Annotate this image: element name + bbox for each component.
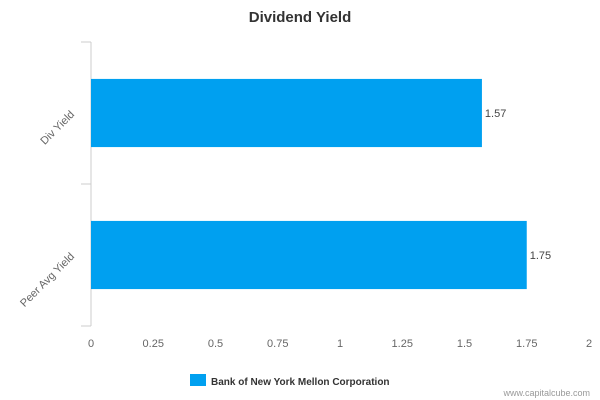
x-tick-label: 1.5 — [457, 338, 472, 350]
legend-swatch — [190, 374, 206, 386]
credit-text: www.capitalcube.com — [502, 388, 590, 398]
bar-div-yield — [91, 78, 482, 148]
bar-peer-avg-yield — [91, 220, 527, 290]
plot-area: 1.57 Div Yield 1.75 Peer Avg Yield 0 0.25 0.5 0… — [18, 41, 592, 350]
legend: Bank of New York Mellon Corporation — [190, 374, 390, 388]
x-tick-label: 1.75 — [516, 338, 537, 350]
chart-title: Dividend Yield — [249, 9, 352, 26]
x-tick-label: 1.25 — [392, 338, 413, 350]
x-tick-label: 0.25 — [143, 338, 164, 350]
x-tick-label: 0 — [88, 338, 94, 350]
legend-label: Bank of New York Mellon Corporation — [211, 377, 390, 388]
x-tick-label: 2 — [586, 338, 592, 350]
data-label: 1.75 — [530, 250, 551, 262]
data-label: 1.57 — [485, 108, 506, 120]
category-label: Div Yield — [38, 109, 77, 148]
x-tick-label: 0.5 — [208, 338, 223, 350]
x-tick-label: 1 — [337, 338, 343, 350]
x-tick-label: 0.75 — [267, 338, 288, 350]
category-label: Peer Avg Yield — [18, 251, 77, 310]
